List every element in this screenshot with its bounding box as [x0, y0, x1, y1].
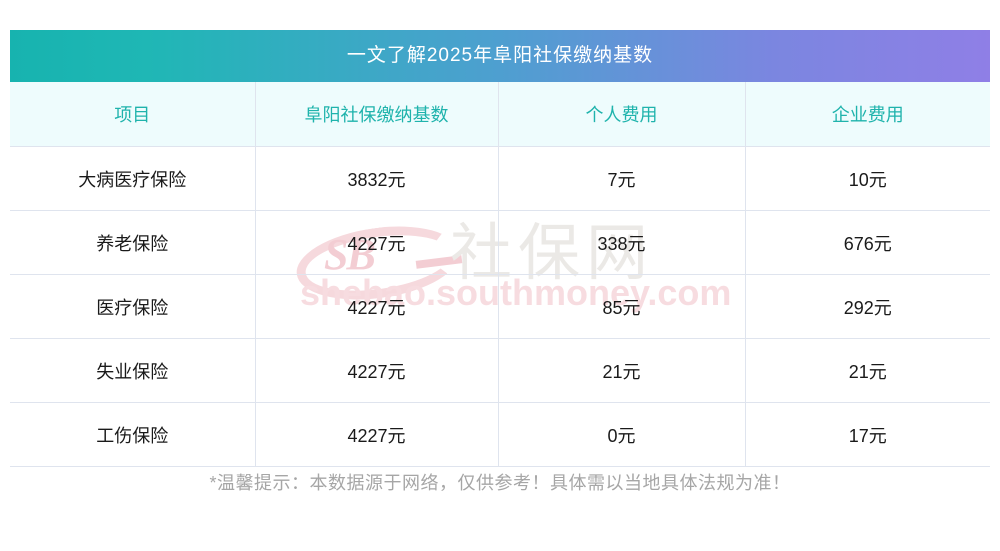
cell-base: 4227元	[255, 338, 499, 403]
cell-base: 4227元	[255, 274, 499, 339]
cell-item: 养老保险	[10, 210, 256, 275]
cell-company-fee: 10元	[745, 146, 990, 211]
footer-disclaimer: *温馨提示：本数据源于网络，仅供参考！具体需以当地具体法规为准！	[209, 473, 791, 493]
cell-personal-fee: 0元	[498, 402, 746, 467]
table-row: 医疗保险 4227元 85元 292元	[10, 274, 990, 339]
column-header-company-fee: 企业费用	[745, 82, 990, 147]
cell-item: 医疗保险	[10, 274, 256, 339]
table-row: 失业保险 4227元 21元 21元	[10, 338, 990, 403]
cell-base: 4227元	[255, 402, 499, 467]
cell-base: 4227元	[255, 210, 499, 275]
cell-base: 3832元	[255, 146, 499, 211]
cell-personal-fee: 7元	[498, 146, 746, 211]
cell-company-fee: 292元	[745, 274, 990, 339]
column-header-personal-fee: 个人费用	[498, 82, 746, 147]
table-row: 养老保险 4227元 338元 676元	[10, 210, 990, 275]
cell-item: 大病医疗保险	[10, 146, 256, 211]
column-header-item: 项目	[10, 82, 256, 147]
column-header-base: 阜阳社保缴纳基数	[255, 82, 499, 147]
social-insurance-table: 项目 阜阳社保缴纳基数 个人费用 企业费用 大病医疗保险 3832元 7元 10…	[10, 82, 990, 467]
table-body: 大病医疗保险 3832元 7元 10元 养老保险 4227元 338元 676元…	[10, 146, 990, 467]
table-header-row: 项目 阜阳社保缴纳基数 个人费用 企业费用	[10, 82, 990, 147]
cell-personal-fee: 338元	[498, 210, 746, 275]
cell-company-fee: 17元	[745, 402, 990, 467]
table-row: 工伤保险 4227元 0元 17元	[10, 402, 990, 467]
table-header: 项目 阜阳社保缴纳基数 个人费用 企业费用	[10, 82, 990, 147]
cell-item: 工伤保险	[10, 402, 256, 467]
cell-company-fee: 676元	[745, 210, 990, 275]
cell-item: 失业保险	[10, 338, 256, 403]
cell-personal-fee: 85元	[498, 274, 746, 339]
cell-company-fee: 21元	[745, 338, 990, 403]
table-block: 一文了解2025年阜阳社保缴纳基数 项目 阜阳社保缴纳基数 个人费用 企业费用 …	[10, 30, 990, 467]
page-title: 一文了解2025年阜阳社保缴纳基数	[10, 30, 990, 82]
cell-personal-fee: 21元	[498, 338, 746, 403]
table-row: 大病医疗保险 3832元 7元 10元	[10, 146, 990, 211]
